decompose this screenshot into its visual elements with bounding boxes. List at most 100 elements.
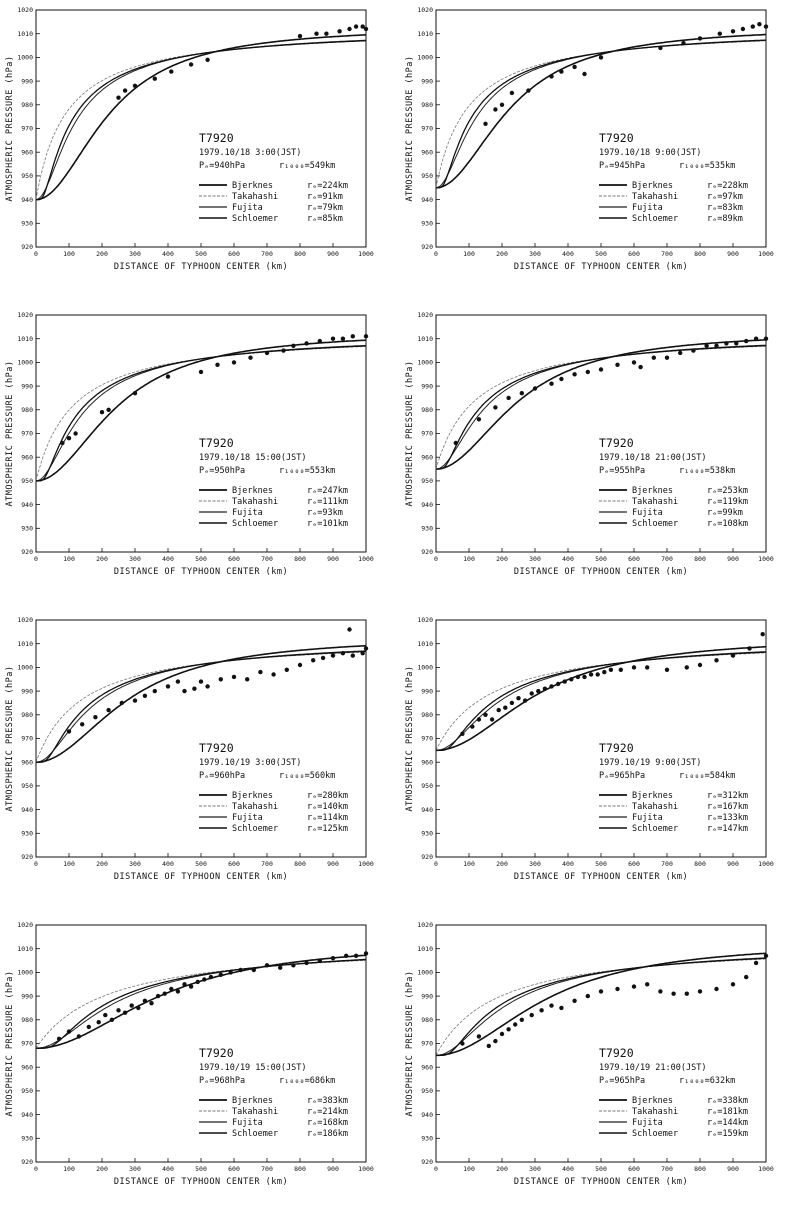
legend-param: rₑ=85km [307,214,343,224]
y-tick-label: 940 [421,1111,433,1119]
y-tick-label: 1020 [17,6,33,14]
y-tick-label: 950 [421,477,433,485]
x-tick-label: 300 [129,860,141,868]
observation-point [363,334,369,339]
y-tick-label: 970 [421,125,433,133]
observation-point [116,1008,121,1013]
legend-param: rₑ=253km [707,486,748,496]
y-axis-title: ATMOSPHERIC PRESSURE (hPa) [405,55,415,201]
observation-point [337,29,342,34]
observation-point [486,1043,491,1049]
observation-point [453,440,458,446]
observation-point [169,986,174,992]
y-tick-label: 990 [421,992,433,1000]
observation-point [363,951,369,956]
observation-point [483,712,488,717]
curve-schloemer [36,345,367,482]
observation-point [562,679,567,684]
legend-param: rₑ=168km [307,1118,348,1128]
observation-point [129,1003,134,1008]
observation-point [575,674,581,680]
y-tick-label: 980 [421,1016,433,1024]
observation-point [175,679,181,684]
observation-point [615,986,620,992]
observation-point [188,984,194,989]
y-tick-label: 940 [421,501,433,509]
x-tick-label: 100 [63,555,75,563]
x-axis-title: DISTANCE OF TYPHOON CENTER (km) [514,262,688,272]
y-axis-title: ATMOSPHERIC PRESSURE (hPa) [5,55,15,201]
y-tick-label: 950 [21,172,33,180]
x-tick-label: 200 [96,860,108,868]
observation-point [350,653,355,658]
y-tick-label: 1000 [17,359,33,367]
observation-point [658,45,663,51]
chart-svg: 920 930 940 950 960 970 980 990 1000 1010 1020 0 100… [5,311,374,577]
observation-point [750,24,755,29]
x-tick-label: 100 [63,250,75,258]
y-tick-label: 920 [21,243,33,251]
observation-point [744,974,749,980]
legend-label: Schloemer [232,214,278,224]
observation-point [106,707,111,713]
x-axis-title: DISTANCE OF TYPHOON CENTER (km) [514,872,688,882]
observation-point [324,31,329,36]
observation-point [281,348,286,353]
x-tick-label: 800 [294,250,306,258]
observation-point [697,662,703,668]
observation-point [476,417,482,422]
observation-datetime: 1979.10/18 21:00(JST) [599,453,706,463]
r1000-radius: r₁₀₀₀=549km [279,161,335,171]
legend-param: rₑ=119km [707,497,748,507]
y-tick-label: 940 [421,806,433,814]
x-axis-title: DISTANCE OF TYPHOON CENTER (km) [114,872,288,882]
legend-label: Takahashi [632,497,678,507]
legend-label: Takahashi [632,192,678,202]
observation-point [681,41,686,46]
observation-point [215,362,220,367]
r1000-radius: r₁₀₀₀=553km [279,466,335,476]
x-tick-label: 0 [34,1165,38,1173]
x-tick-label: 300 [129,555,141,563]
observation-point [245,677,250,682]
y-tick-label: 960 [21,453,33,461]
observation-point [218,972,223,977]
x-tick-label: 600 [628,860,640,868]
legend-label: Takahashi [232,192,278,202]
y-tick-label: 940 [421,196,433,204]
x-tick-label: 1000 [758,860,774,868]
observation-point [182,688,187,694]
legend-param: rₑ=140km [307,802,348,812]
x-tick-label: 700 [261,860,273,868]
observation-point [691,348,696,353]
observation-point [645,982,650,987]
observation-point [522,698,528,703]
observation-point [93,715,98,720]
observation-point [202,977,207,982]
legend-label: Schloemer [632,214,678,224]
observation-point [86,1024,92,1030]
y-tick-label: 980 [21,711,33,719]
x-tick-label: 0 [34,250,38,258]
y-tick-label: 960 [421,453,433,461]
y-tick-label: 920 [21,1158,33,1166]
observation-point [740,26,746,32]
y-tick-label: 950 [21,782,33,790]
observation-datetime: 1979.10/18 3:00(JST) [199,148,301,158]
observation-point [753,960,759,966]
observation-point [132,698,138,703]
x-tick-label: 400 [162,860,174,868]
curve-schloemer [36,959,367,1049]
x-tick-label: 600 [228,555,240,563]
x-tick-label: 300 [529,1165,541,1173]
observation-point [753,336,759,341]
observation-point [532,386,538,391]
observation-point [317,338,322,344]
legend-param: rₑ=383km [307,1096,348,1106]
curve-schloemer [435,345,766,470]
y-tick-label: 930 [421,525,433,533]
legend-label: Fujita [632,1118,663,1128]
observation-point [198,369,204,375]
curve-fujita [436,651,767,751]
y-tick-label: 940 [21,806,33,814]
